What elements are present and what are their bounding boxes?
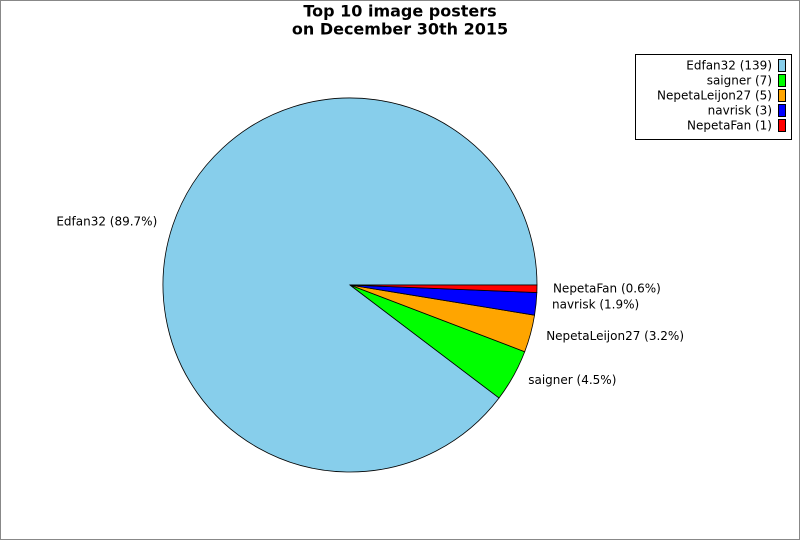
legend-swatch <box>778 89 786 102</box>
slice-label: saigner (4.5%) <box>528 373 616 387</box>
legend-box <box>635 54 792 140</box>
slice-label: navrisk (1.9%) <box>552 297 639 311</box>
slice-label: NepetaLeijon27 (3.2%) <box>546 329 684 343</box>
legend-swatch <box>778 74 786 87</box>
legend-label: Edfan32 (139) <box>686 59 772 73</box>
chart-title: Top 10 image posters <box>303 2 496 21</box>
legend-swatch <box>778 104 786 117</box>
slice-label: Edfan32 (89.7%) <box>56 215 157 229</box>
slice-label: NepetaFan (0.6%) <box>553 281 661 295</box>
legend-label: saigner (7) <box>707 74 772 88</box>
chart-title: on December 30th 2015 <box>292 20 508 39</box>
legend-swatch <box>778 59 786 72</box>
legend-label: NepetaFan (1) <box>687 119 772 133</box>
legend-swatch <box>778 119 786 132</box>
pie-slice <box>349 284 538 293</box>
legend-label: navrisk (3) <box>708 104 772 118</box>
legend-label: NepetaLeijon27 (5) <box>657 89 772 103</box>
